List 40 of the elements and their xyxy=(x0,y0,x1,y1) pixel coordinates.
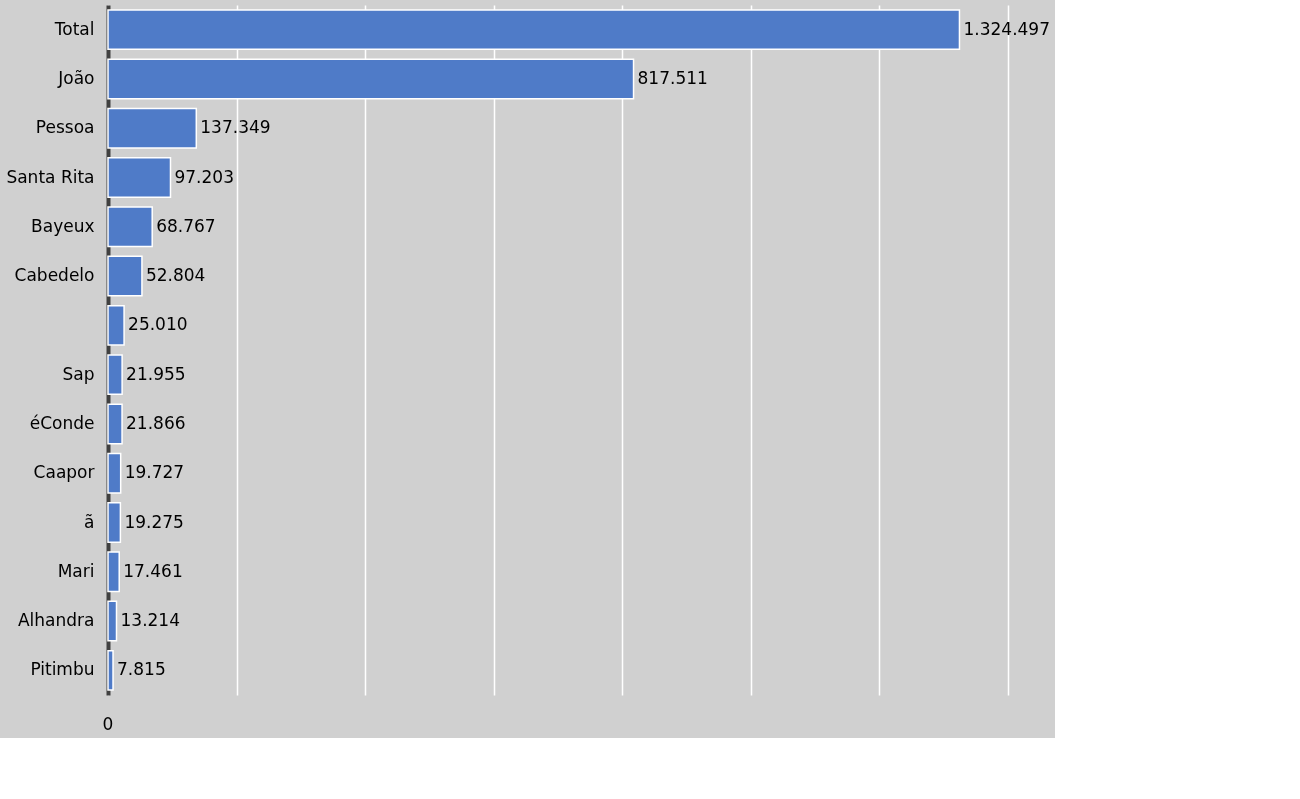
bar xyxy=(107,403,123,445)
data-label: 19.727 xyxy=(124,462,185,483)
y-tick-label: éConde xyxy=(29,412,95,433)
data-label: 13.214 xyxy=(120,610,180,631)
data-label: 7.815 xyxy=(117,659,166,680)
y-tick-label: Cabedelo xyxy=(14,265,95,286)
y-tick-label: Sap xyxy=(62,363,95,384)
bar xyxy=(107,107,198,149)
data-label: 1.324.497 xyxy=(963,18,1050,39)
bar xyxy=(107,304,125,346)
y-tick-label: Alhandra xyxy=(17,610,95,631)
y-tick-label: Mari xyxy=(57,560,95,581)
y-tick-label: João xyxy=(57,67,95,88)
text: 0 xyxy=(102,714,114,734)
bar xyxy=(107,649,114,691)
data-label: 68.767 xyxy=(156,215,216,236)
data-label: 52.804 xyxy=(145,265,206,286)
bar xyxy=(107,600,118,642)
data-label: 21.955 xyxy=(126,363,186,384)
y-tick-label: Santa Rita xyxy=(6,166,95,187)
y-tick-label: Pitimbu xyxy=(30,659,95,680)
data-label: 817.511 xyxy=(637,67,708,88)
bar xyxy=(107,452,122,494)
bar xyxy=(107,354,123,396)
y-tick-label: ã xyxy=(84,511,95,532)
bar xyxy=(107,255,143,297)
data-label: 25.010 xyxy=(128,314,188,335)
bar xyxy=(107,206,153,248)
y-tick-label: Total xyxy=(53,18,95,39)
data-label: 97.203 xyxy=(174,166,234,187)
bar xyxy=(107,551,120,593)
data-label: 137.349 xyxy=(200,117,271,138)
y-tick-label: Bayeux xyxy=(31,215,95,236)
data-label: 17.461 xyxy=(123,560,183,581)
y-tick-label: Caapor xyxy=(33,462,95,483)
data-label: 19.275 xyxy=(124,511,184,532)
y-tick-label: Pessoa xyxy=(35,117,95,138)
bar xyxy=(107,157,172,198)
bar xyxy=(107,502,122,543)
data-label: 21.866 xyxy=(126,412,186,433)
